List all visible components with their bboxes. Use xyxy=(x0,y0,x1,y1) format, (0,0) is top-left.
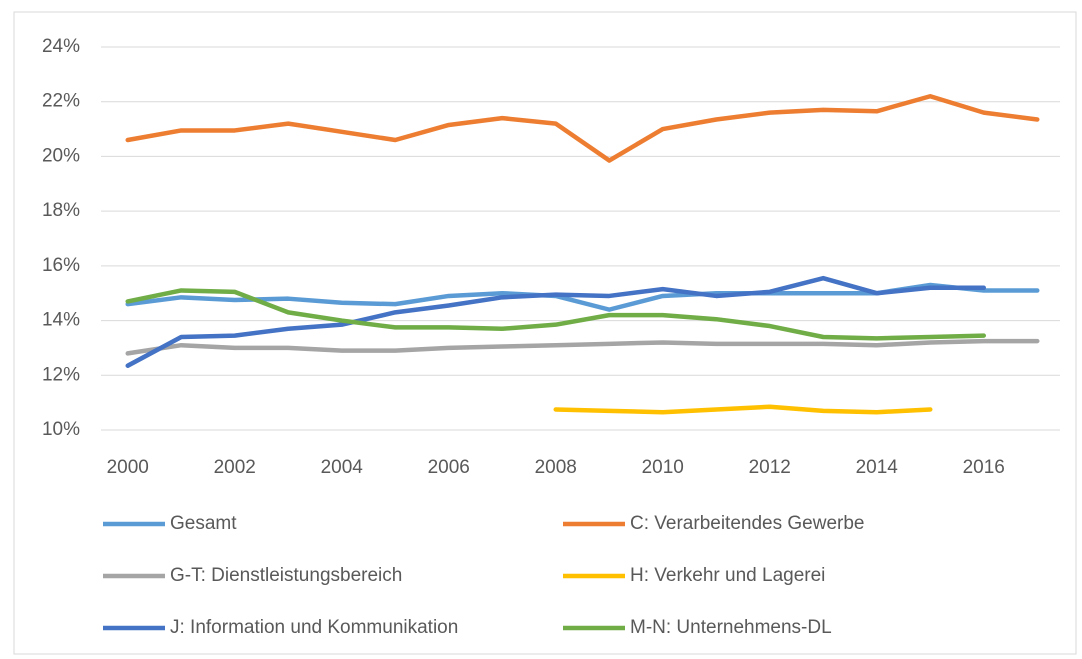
series-line xyxy=(125,288,986,341)
x-tick-label: 2012 xyxy=(749,457,791,478)
x-tick-label: 2004 xyxy=(321,457,364,478)
x-tick-label: 2010 xyxy=(642,457,684,478)
y-tick-label: 12% xyxy=(42,364,80,385)
legend-label: M-N: Unternehmens-DL xyxy=(630,617,832,638)
x-tick-label: 2008 xyxy=(535,457,577,478)
series-line xyxy=(553,404,933,415)
legend-label: C: Verarbeitendes Gewerbe xyxy=(630,513,864,534)
y-tick-label: 14% xyxy=(42,310,80,331)
x-tick-label: 2006 xyxy=(428,457,470,478)
legend-label: Gesamt xyxy=(170,513,237,534)
y-tick-label: 24% xyxy=(42,36,80,57)
y-tick-label: 16% xyxy=(42,255,80,276)
y-tick-label: 20% xyxy=(42,145,80,166)
series-line xyxy=(125,93,1040,163)
y-tick-label: 10% xyxy=(42,419,80,440)
y-tick-label: 18% xyxy=(42,200,80,221)
legend-label: G-T: Dienstleistungsbereich xyxy=(170,565,402,586)
legend-label: H: Verkehr und Lagerei xyxy=(630,565,825,586)
x-tick-label: 2016 xyxy=(963,457,1005,478)
y-tick-label: 22% xyxy=(42,91,80,112)
chart-border xyxy=(13,11,1077,655)
legend-label: J: Information und Kommunikation xyxy=(170,617,458,638)
x-tick-label: 2000 xyxy=(107,457,149,478)
x-tick-label: 2014 xyxy=(856,457,899,478)
series-line xyxy=(125,338,1040,356)
x-tick-label: 2002 xyxy=(214,457,256,478)
series-line xyxy=(125,275,986,368)
